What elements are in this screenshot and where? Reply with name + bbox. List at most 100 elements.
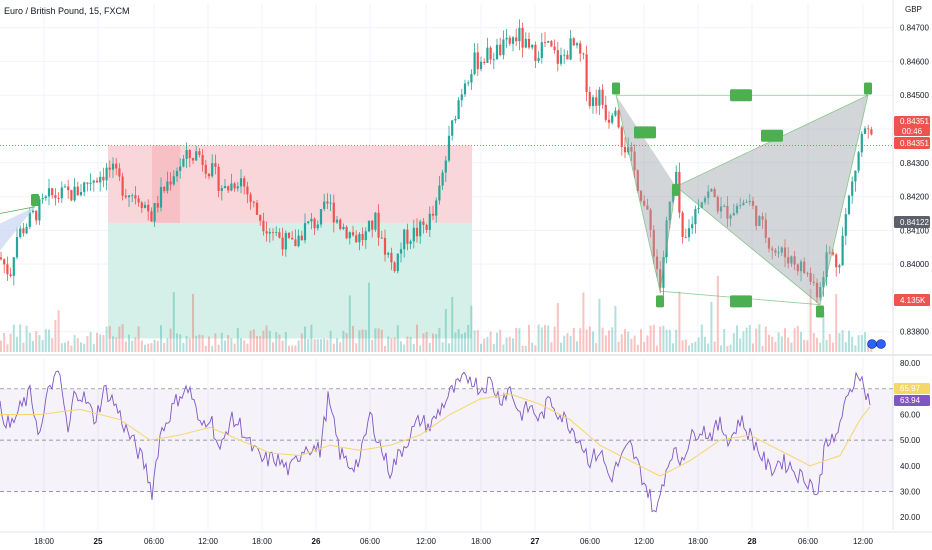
candle-body (60, 187, 63, 199)
volume-bar (736, 325, 738, 352)
volume-bar (566, 333, 569, 352)
candle-body (291, 237, 294, 240)
volume-bar (486, 336, 489, 352)
volume-bar (390, 338, 393, 352)
candle-body (153, 203, 156, 222)
volume-bar (249, 330, 252, 352)
candle-body (371, 220, 374, 230)
volume-bar (470, 305, 473, 352)
candle-body (668, 201, 671, 221)
candle-body (239, 178, 243, 187)
pattern-point-marker (672, 183, 680, 196)
candle-body (793, 256, 796, 265)
candle-body (207, 173, 211, 177)
candle-body (326, 201, 329, 204)
candle-body (303, 223, 307, 241)
volume-bar (473, 330, 476, 352)
candle-body (502, 39, 505, 55)
volume-bar (396, 325, 399, 352)
volume-bar (211, 345, 214, 352)
volume-bar (844, 342, 847, 352)
volume-bar (364, 330, 367, 352)
candle-body (367, 220, 371, 232)
volume-bar (771, 336, 774, 352)
volume-bar (25, 325, 28, 352)
volume-bar (521, 345, 524, 352)
price-axis[interactable]: 0.847000.846000.845000.844000.843000.842… (900, 5, 929, 337)
volume-bar (256, 336, 258, 352)
volume-bar (275, 332, 278, 352)
volume-bar (595, 343, 598, 352)
volume-bar (867, 344, 870, 352)
candle-body (191, 158, 195, 161)
candle-body (847, 195, 851, 215)
volume-bar (22, 342, 25, 352)
volume-bar (745, 327, 748, 352)
volume-bar (652, 324, 655, 352)
candle-body (563, 54, 566, 56)
volume-bar (758, 324, 761, 352)
volume-bar (761, 345, 764, 352)
volume-bar (553, 326, 556, 352)
volume-bar (147, 343, 150, 352)
volume-bar (70, 345, 73, 352)
candle-body (691, 224, 694, 229)
volume-bar (828, 333, 831, 352)
candle-body (838, 265, 841, 268)
volume-bar (150, 343, 153, 352)
volume-bar (278, 334, 281, 352)
candle-body (89, 182, 92, 184)
candle-body (860, 134, 863, 153)
candle-body (659, 269, 662, 288)
candle-body (243, 178, 246, 187)
volume-bar (806, 340, 809, 352)
candle-body (355, 235, 358, 243)
volume-bar (51, 338, 54, 352)
candle-body (76, 186, 79, 196)
volume-bar (243, 340, 246, 352)
candle-body (252, 201, 255, 203)
candle-body (179, 166, 182, 171)
candle-body (467, 82, 470, 84)
short-zone-highlight (152, 145, 180, 223)
candle-body (825, 252, 828, 278)
volume-bar (444, 308, 447, 352)
time-tick-label: 06:00 (144, 537, 165, 546)
candle-body (598, 89, 601, 106)
volume-bar (121, 324, 124, 352)
candle-body (796, 264, 799, 272)
volume-bar (361, 329, 364, 352)
last-price-badge-bg (894, 116, 930, 136)
volume-bar (220, 332, 223, 352)
candle-body (425, 224, 428, 230)
candle-body (163, 186, 166, 191)
volume-badge: 4.135K (900, 296, 926, 305)
volume-bar (422, 333, 425, 352)
candle-body (540, 42, 543, 59)
level-badge-bg (894, 216, 930, 228)
price-tick-label: 0.84600 (900, 57, 929, 66)
volume-bar (134, 337, 137, 352)
volume-bar (496, 332, 498, 352)
candle-body (783, 247, 787, 258)
volume-bar (768, 334, 770, 352)
time-axis[interactable]: 18:00 25 06:00 12:00 18:00 26 06:00 12:00 18:00 2… (34, 537, 874, 546)
candle-body (675, 171, 678, 190)
volume-bars (0, 275, 873, 352)
candle-body (316, 224, 319, 229)
volume-bar (499, 329, 502, 352)
candle-body (527, 38, 531, 48)
last-price-line-badge-bg (894, 137, 930, 149)
candle-body (374, 212, 377, 230)
volume-badge-bg (894, 294, 930, 306)
currency-label: GBP (905, 5, 922, 14)
volume-bar (809, 288, 812, 352)
candle-body (406, 229, 409, 244)
volume-bar (688, 345, 690, 352)
volume-bar (80, 342, 82, 352)
harmonic-pattern[interactable] (0, 82, 872, 318)
volume-bar (825, 339, 828, 352)
rsi-ma-badge: 65.97 (900, 384, 921, 393)
candle-body (351, 232, 355, 236)
